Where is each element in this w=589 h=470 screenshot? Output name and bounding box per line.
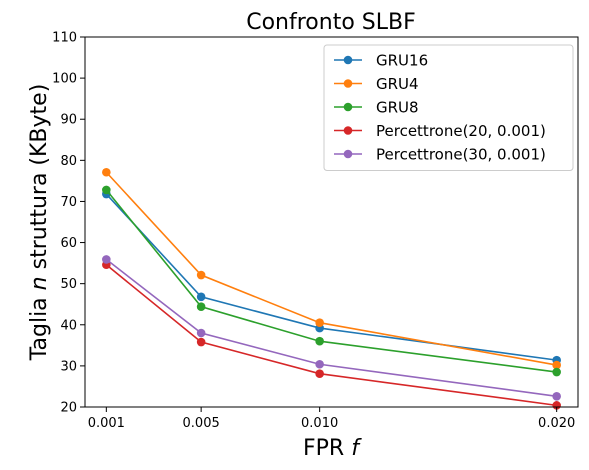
data-point bbox=[102, 167, 111, 177]
data-point bbox=[552, 401, 561, 410]
y-tick-label: 40 bbox=[60, 318, 77, 333]
x-axis-label-text: FPR bbox=[303, 436, 344, 461]
series-line bbox=[105, 171, 557, 366]
legend-item: GRU16 bbox=[334, 52, 428, 70]
data-point bbox=[552, 360, 561, 370]
axes: 0.001 0.005 0.010 0.020 20 30 40 50 60 70 80 90 100 1… bbox=[52, 31, 579, 431]
legend: GRU16 GRU4 GRU8 Percettrone(20, 0.001) Perce… bbox=[323, 44, 574, 171]
y-tick-label: 30 bbox=[60, 359, 77, 374]
x-tick-label: 0.001 bbox=[88, 416, 125, 431]
legend-item: Percettrone(20, 0.001) bbox=[334, 122, 546, 140]
legend-label: GRU16 bbox=[376, 52, 428, 70]
y-axis-label: Taglia n struttura (KByte) bbox=[27, 84, 52, 362]
data-point bbox=[315, 369, 324, 379]
legend-item: GRU8 bbox=[334, 99, 419, 117]
legend-label: Percettrone(20, 0.001) bbox=[376, 122, 546, 140]
data-point bbox=[102, 185, 111, 195]
y-axis-label-rest: struttura (KByte) bbox=[27, 84, 52, 270]
legend-marker bbox=[343, 126, 353, 135]
series-line bbox=[105, 258, 557, 398]
data-point bbox=[196, 270, 206, 280]
data-point bbox=[196, 337, 206, 347]
y-tick-label: 110 bbox=[52, 31, 77, 46]
legend-marker bbox=[343, 79, 353, 88]
data-point bbox=[102, 255, 111, 264]
series-4 bbox=[102, 255, 561, 401]
y-tick-label: 60 bbox=[60, 236, 77, 251]
legend-label: GRU4 bbox=[376, 75, 419, 93]
series-line bbox=[105, 193, 557, 361]
y-tick-label: 80 bbox=[60, 154, 77, 169]
series-line bbox=[105, 189, 557, 373]
x-tick-label: 0.005 bbox=[183, 416, 220, 431]
legend-label: GRU8 bbox=[376, 99, 419, 117]
axes-frame bbox=[84, 36, 579, 408]
data-point bbox=[315, 359, 324, 369]
x-tick-label: 0.020 bbox=[538, 416, 575, 431]
plot-area bbox=[102, 167, 561, 410]
y-tick-label: 20 bbox=[60, 401, 77, 416]
legend-marker bbox=[343, 102, 353, 112]
legend-label: Percettrone(30, 0.001) bbox=[376, 146, 546, 164]
y-tick-label: 90 bbox=[60, 113, 77, 128]
chart-title: Confronto SLBF bbox=[246, 10, 416, 35]
y-tick-label: 100 bbox=[52, 72, 77, 87]
y-axis-label-text: Taglia bbox=[27, 297, 52, 361]
series-3 bbox=[102, 260, 561, 410]
series-line bbox=[105, 264, 557, 407]
legend-item: GRU4 bbox=[334, 75, 419, 93]
data-point bbox=[196, 302, 206, 311]
data-point bbox=[196, 328, 206, 338]
x-axis-variable: f bbox=[351, 436, 362, 461]
data-point bbox=[552, 367, 561, 377]
x-tick-label: 0.010 bbox=[301, 416, 338, 431]
series-0 bbox=[102, 189, 561, 365]
legend-box bbox=[323, 44, 574, 171]
legend-item: Percettrone(30, 0.001) bbox=[334, 146, 546, 164]
series-1 bbox=[102, 167, 561, 370]
series-2 bbox=[102, 185, 561, 377]
data-point bbox=[552, 392, 561, 401]
data-point bbox=[315, 336, 324, 346]
data-point bbox=[196, 292, 206, 302]
y-tick-label: 70 bbox=[60, 195, 77, 210]
legend-marker bbox=[343, 55, 353, 65]
y-axis-variable: n bbox=[27, 276, 52, 290]
y-tick-label: 50 bbox=[60, 277, 77, 292]
x-axis-label: FPR f bbox=[303, 436, 362, 461]
legend-marker bbox=[343, 149, 353, 159]
data-point bbox=[315, 318, 324, 328]
